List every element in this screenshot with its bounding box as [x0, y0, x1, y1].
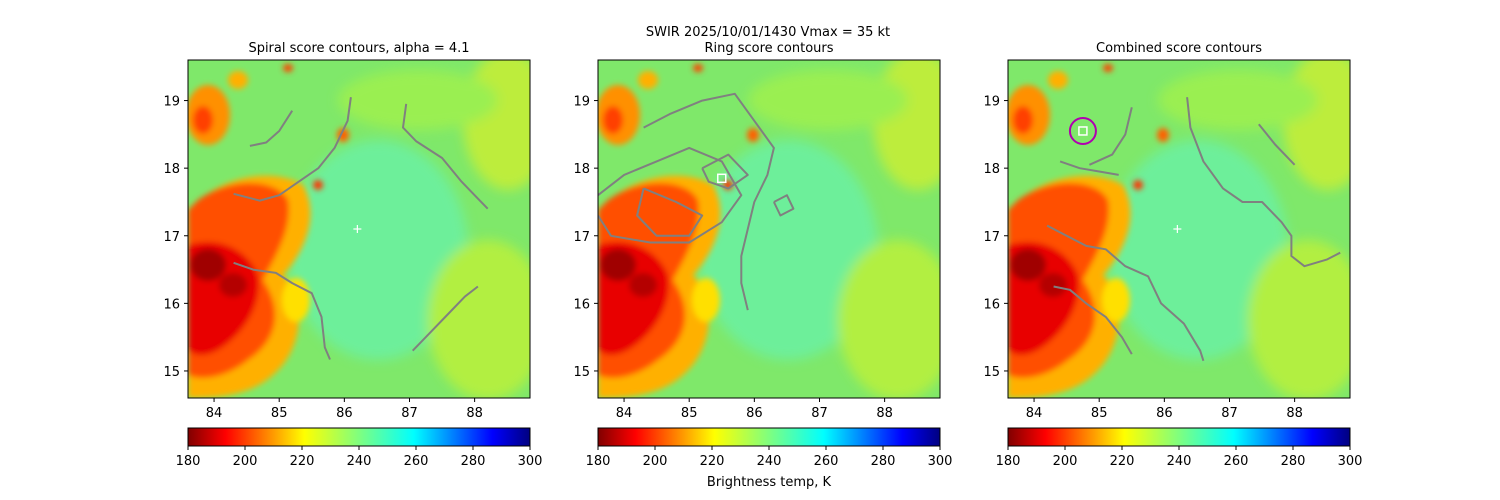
center-cross-marker [353, 225, 362, 233]
x-tick-label: 86 [336, 406, 353, 421]
x-tick-label: 88 [876, 406, 893, 421]
y-tick-label: 15 [573, 365, 590, 380]
x-tick-label: 85 [1091, 406, 1108, 421]
colorbar-tick-label: 180 [176, 454, 201, 469]
y-tick-label: 17 [573, 230, 590, 245]
x-tick-label: 84 [616, 406, 633, 421]
colorbar-tick-label: 220 [1110, 454, 1135, 469]
colorbar-tick-label: 220 [290, 454, 315, 469]
colorbar-tick-label: 300 [518, 454, 543, 469]
brightness-image [188, 60, 530, 398]
colorbar-tick-label: 240 [347, 454, 372, 469]
y-tick-label: 18 [573, 162, 590, 177]
panel-title: Spiral score contours, alpha = 4.1 [248, 41, 469, 56]
contour-line [1059, 160, 1119, 176]
colorbar-tick-label: 280 [1281, 454, 1306, 469]
contour-line [1088, 107, 1133, 166]
contour-group [598, 92, 795, 311]
y-tick-label: 15 [163, 365, 180, 380]
colorbar-tick-label: 180 [996, 454, 1021, 469]
colorbar-tick-label: 260 [1224, 454, 1249, 469]
brightness-image [1008, 60, 1350, 398]
colorbar-tick-label: 200 [233, 454, 258, 469]
chart-panel-3: Combined score contours 84 85 86 87 88 15 16 17 1… [983, 41, 1363, 469]
colorbar-tick-label: 260 [404, 454, 429, 469]
colorbar-tick-label: 300 [1338, 454, 1363, 469]
y-tick-label: 19 [983, 95, 1000, 110]
center-cross-marker [1173, 225, 1182, 233]
contour-group [1046, 97, 1341, 362]
axes-frame [1007, 59, 1351, 399]
center-circle-marker [1068, 116, 1097, 145]
y-tick-label: 17 [163, 230, 180, 245]
x-tick-label: 86 [1156, 406, 1173, 421]
contour-line [643, 92, 775, 311]
contour-line [1046, 224, 1205, 362]
contour-group [233, 97, 489, 360]
colorbar-tick-label: 300 [928, 454, 953, 469]
contour-line [701, 153, 749, 190]
x-tick-label: 88 [1286, 406, 1303, 421]
colorbar-tick-label: 200 [643, 454, 668, 469]
colorbar [1007, 427, 1351, 447]
colorbar-tick-label: 240 [757, 454, 782, 469]
center-square-marker [1078, 126, 1088, 136]
panel-title: Ring score contours [704, 41, 833, 56]
y-tick-label: 17 [983, 230, 1000, 245]
x-tick-label: 87 [811, 406, 828, 421]
brightness-image [598, 60, 940, 398]
x-tick-label: 85 [271, 406, 288, 421]
chart-panel-1: Spiral score contours, alpha = 4.1 84 85 86… [163, 41, 543, 469]
colorbar [187, 427, 531, 447]
y-tick-label: 19 [163, 95, 180, 110]
x-tick-label: 86 [746, 406, 763, 421]
colorbar-tick-label: 180 [586, 454, 611, 469]
axes-frame [187, 59, 531, 399]
y-tick-label: 16 [163, 297, 180, 312]
panel-title: Combined score contours [1096, 41, 1262, 56]
contour-line [233, 97, 352, 202]
center-square-marker [717, 173, 727, 184]
x-tick-label: 87 [401, 406, 418, 421]
x-tick-label: 84 [1026, 406, 1043, 421]
y-tick-label: 18 [983, 162, 1000, 177]
y-tick-label: 15 [983, 365, 1000, 380]
y-tick-label: 16 [983, 297, 1000, 312]
colorbar-tick-label: 240 [1167, 454, 1192, 469]
colorbar-label: Brightness temp, K [707, 475, 832, 490]
contour-line [1186, 97, 1341, 268]
contour-line [249, 110, 294, 147]
y-tick-label: 18 [163, 162, 180, 177]
y-tick-label: 19 [573, 95, 590, 110]
contour-line [1053, 285, 1133, 355]
axes-frame [597, 59, 941, 399]
contour-line [598, 146, 743, 244]
x-tick-label: 87 [1221, 406, 1238, 421]
contour-line [233, 261, 331, 360]
figure-suptitle: SWIR 2025/10/01/1430 Vmax = 35 kt [646, 25, 890, 40]
x-tick-label: 84 [206, 406, 223, 421]
contour-line [411, 285, 479, 352]
colorbar-tick-label: 220 [700, 454, 725, 469]
x-tick-label: 88 [466, 406, 483, 421]
colorbar-tick-label: 260 [814, 454, 839, 469]
colorbar-tick-label: 280 [871, 454, 896, 469]
contour-line [402, 103, 489, 210]
contour-line [1258, 123, 1296, 166]
colorbar-tick-label: 280 [461, 454, 486, 469]
colorbar [597, 427, 941, 447]
x-tick-label: 85 [681, 406, 698, 421]
chart-panel-2: Ring score contours 84 85 86 87 88 15 16 17 18 19 1… [573, 41, 953, 469]
contour-line [636, 187, 704, 237]
y-tick-label: 16 [573, 297, 590, 312]
colorbar-tick-label: 200 [1053, 454, 1078, 469]
contour-line [772, 194, 795, 217]
